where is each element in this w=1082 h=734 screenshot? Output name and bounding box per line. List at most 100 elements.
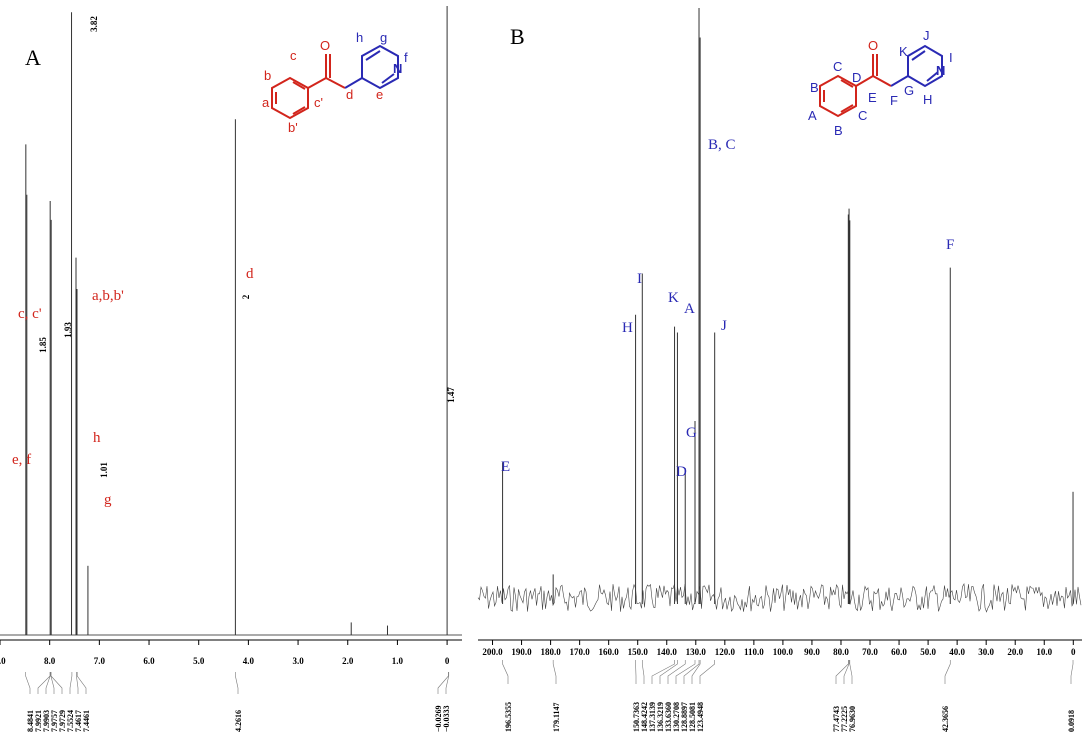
c-tick-label: 10.0: [1036, 647, 1052, 657]
h-integral-value: 1.47: [446, 387, 456, 403]
h-tick-label: 3.0: [292, 656, 304, 666]
c-peak-label: 0.0918: [1067, 710, 1076, 732]
h-tick-label: 6.0: [143, 656, 155, 666]
h-peak-label: 7.9903: [42, 710, 51, 732]
c-peak-label: 76.9630: [848, 706, 857, 732]
h-peak-connector: [69, 672, 73, 694]
c-assignment: G: [686, 425, 697, 441]
c-peak-label: 42.3656: [941, 706, 950, 732]
c-tick-label: 150.0: [628, 647, 649, 657]
c-structure-label: I: [949, 50, 953, 65]
h-tick-label: 1.0: [392, 656, 404, 666]
c-peak-connector: [552, 660, 557, 684]
h-assignment: a,b,b': [92, 288, 124, 304]
c-structure-label: C: [833, 59, 842, 74]
c-tick-label: 70.0: [862, 647, 878, 657]
c-peak-connector: [835, 660, 849, 684]
h-peak-label: 7.5524: [66, 710, 75, 732]
c-assignment-labels: E H I KA J B, C G D F: [501, 137, 954, 480]
h-structure-label: O: [320, 38, 330, 53]
c-structure-label: G: [904, 83, 914, 98]
c-assignment: D: [676, 464, 687, 480]
c-tick-label: 20.0: [1007, 647, 1023, 657]
c-tick-label: 180.0: [540, 647, 561, 657]
c-peak-label: 77.2225: [840, 706, 849, 732]
h-structure-label: c': [314, 95, 323, 110]
c-assignment: J: [721, 318, 727, 334]
h-peak-label: 7.4617: [74, 710, 83, 732]
h-peak-connector: [235, 672, 239, 694]
c-peak-connector: [683, 660, 700, 684]
c-assignment: B, C: [708, 137, 736, 153]
c-peak-connector: [667, 660, 686, 684]
c-tick-label: 100.0: [773, 647, 794, 657]
c-assignment: H: [622, 320, 633, 336]
h-peak-connector: [445, 672, 450, 694]
h-structure-label: a: [262, 95, 270, 110]
c-peak-label: 77.4743: [832, 706, 841, 732]
c-peak-connector: [641, 660, 645, 684]
h-integral-value: 1.85: [38, 337, 48, 353]
h-peak-label: 7.9729: [58, 710, 67, 732]
c-assignment: A: [684, 301, 695, 317]
h-peak-connector: [76, 672, 87, 694]
h-tick-label: 4.0: [243, 656, 255, 666]
h-assignment: h: [93, 430, 101, 446]
c-noise-baseline: [477, 583, 1082, 613]
c-tick-label: 200.0: [482, 647, 503, 657]
c-peak-connector: [944, 660, 951, 684]
c-assignment: E: [501, 459, 510, 475]
h-structure-label: c: [290, 48, 297, 63]
h-integral-value: 1.01: [99, 462, 109, 478]
c-peak-connector: [843, 660, 850, 684]
c-peak-connector: [849, 660, 853, 684]
c-assignment: F: [946, 237, 954, 253]
h-structure-label: N: [393, 61, 402, 76]
h-assignment: d: [246, 266, 254, 282]
h-assignment: c, c': [18, 306, 42, 322]
c-structure-label: N: [936, 63, 945, 78]
c-tick-label: 190.0: [511, 647, 532, 657]
c-peak-label: 150.7363: [632, 702, 641, 732]
c-tick-label: 30.0: [978, 647, 994, 657]
panel-a-letter: A: [25, 45, 41, 70]
c-structure-label: H: [923, 92, 932, 107]
c-tick-label: 80.0: [833, 647, 849, 657]
c-peak-label: 179.1147: [552, 702, 561, 732]
h-assignment: e, f: [12, 452, 31, 468]
c-tick-label: 170.0: [570, 647, 591, 657]
h-peak-label: 8.4841: [26, 710, 35, 732]
h-nmr-spectrum: 9.0 8.0 7.0 6.0 5.0 4.0 3.0 2.0 1.0 0 1.85 1.93 3.82…: [0, 6, 462, 732]
h-peak-connector: [50, 672, 63, 694]
h-peak-connector: [76, 672, 79, 694]
h-tick-label: 8.0: [44, 656, 56, 666]
h-peak-connector: [437, 672, 449, 694]
c-structure-label: E: [868, 90, 877, 105]
c-peak-label: 196.5355: [504, 702, 513, 732]
c-tick-label: 160.0: [599, 647, 620, 657]
h-peak-label: −0.0333: [442, 705, 451, 732]
h-integral-value: 2: [241, 294, 251, 299]
h-peak-label: 4.2616: [234, 710, 243, 732]
c-structure-label: J: [923, 28, 930, 43]
h-structure-label: h: [356, 30, 363, 45]
h-tick-label: 7.0: [94, 656, 106, 666]
h-peak-connector: [45, 672, 51, 694]
c-tick-label: 110.0: [744, 647, 764, 657]
c-peak-label: 137.3139: [648, 702, 657, 732]
c-peak-label: 148.4242: [640, 702, 649, 732]
c-peak-label: 130.2708: [672, 702, 681, 732]
h-tick-label: 5.0: [193, 656, 205, 666]
h-integral-value: 1.93: [63, 322, 73, 338]
h-peak-label: 7.9921: [34, 710, 43, 732]
c-structure-label: O: [868, 38, 878, 53]
h-peak-label: 7.4461: [82, 710, 91, 732]
c-peak-connector: [659, 660, 678, 684]
c-peak-connector: [699, 660, 715, 684]
h-assignment: g: [104, 492, 112, 508]
c-peak-connector: [675, 660, 696, 684]
h-structure-labels: c ba b' c' d e f g h O N: [262, 30, 408, 135]
c-tick-label: 50.0: [920, 647, 936, 657]
